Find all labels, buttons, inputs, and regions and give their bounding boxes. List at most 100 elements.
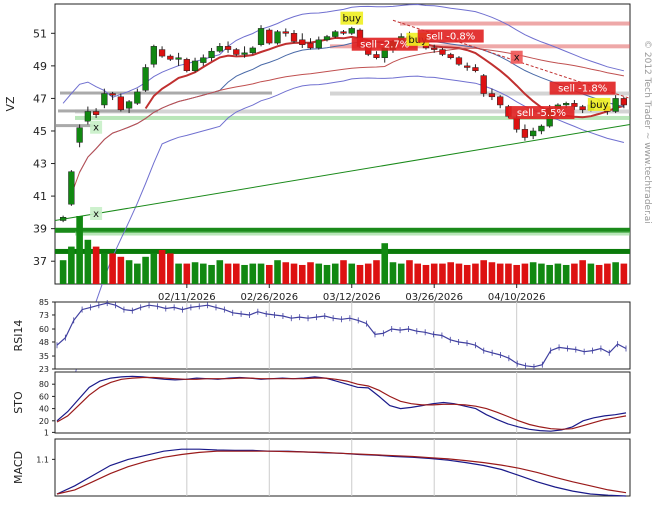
candle-body-0 [59, 217, 67, 221]
volume-bar-52 [488, 262, 496, 284]
panel-tick-label-1-3: 60 [39, 392, 49, 401]
candle-body-10 [142, 67, 149, 91]
volume-bar-12 [158, 250, 166, 284]
volume-bar-26 [274, 260, 281, 284]
date-tick-label-0: 02/11/2026 [158, 292, 216, 303]
candle-body-1 [68, 171, 75, 205]
axes: 37 39 41 43 45 47 49 51 VZ 02/11/2026 02/26/2026 03… [4, 27, 545, 303]
volume-bar-5 [101, 253, 108, 284]
candle-body-4 [92, 111, 100, 115]
indicator-panels: 23 35 48 60 73 85 RSI14 1 20 40 60 80 STO 1.1 MACD [12, 298, 631, 497]
panel-sto: 1 20 40 60 80 STO [12, 371, 631, 437]
candle-body-22 [241, 52, 248, 55]
candle-body-48 [455, 57, 463, 65]
candle-body-30 [307, 42, 314, 49]
signal-label-9: x [93, 209, 99, 220]
candle-body-7 [117, 96, 124, 111]
volume-bar-13 [167, 253, 174, 284]
volume-bar-38 [373, 260, 380, 284]
volume-bar-6 [109, 253, 116, 284]
volume-bar-41 [397, 263, 405, 284]
level-5 [55, 227, 630, 233]
candle-body-45 [431, 47, 438, 50]
candle-body-2 [76, 127, 83, 143]
volume-bar-1 [68, 246, 75, 284]
candle-body-24 [257, 28, 265, 45]
volume-bar-47 [447, 262, 455, 284]
volume-bar-17 [200, 263, 207, 284]
volume-bar-21 [232, 263, 240, 284]
panel-tick-label-0-5: 85 [39, 298, 49, 307]
volume-bar-50 [472, 263, 479, 284]
volume-bar-24 [257, 263, 265, 284]
candle-body-26 [274, 31, 281, 44]
volume-bar-15 [183, 263, 191, 284]
candle-body-8 [125, 101, 133, 109]
volume-bar-27 [282, 262, 290, 284]
volume-bar-54 [505, 263, 512, 284]
candle-body-25 [266, 29, 273, 44]
volume-bar-68 [620, 263, 628, 284]
candle-body-3 [84, 111, 91, 122]
candle-body-50 [472, 67, 479, 71]
ma-long-line [70, 47, 624, 195]
signal-box-4 [510, 50, 523, 64]
gray-level-1 [58, 109, 158, 113]
volume-bar-8 [125, 260, 133, 284]
panel-macd: 1.1 MACD [12, 438, 631, 497]
signal-label-1: sell -2.7% [360, 40, 409, 51]
level-2 [330, 91, 630, 96]
candle-body-52 [488, 93, 496, 98]
volume-bar-51 [480, 260, 487, 284]
volume-bar-30 [307, 262, 314, 284]
candle-body-9 [134, 91, 141, 104]
date-tick-label-2: 03/12/2026 [323, 292, 381, 303]
horizontal-levels [55, 21, 630, 254]
volume-bar-53 [496, 263, 504, 284]
signal-box-9 [90, 207, 103, 220]
volume-bar-61 [562, 264, 570, 284]
candle-body-62 [571, 103, 578, 107]
volume-bar-7 [117, 256, 125, 284]
candle-body-53 [497, 96, 504, 106]
signal-label-8: x [93, 123, 99, 134]
volume-bar-62 [571, 263, 578, 284]
panel-frame-0 [54, 301, 631, 370]
volume-bar-44 [422, 264, 430, 284]
volume-bar-60 [554, 263, 562, 284]
panel-tick-label-0-2: 48 [39, 338, 49, 347]
signal-label-0: buy [342, 14, 361, 25]
candle-body-56 [521, 129, 529, 138]
volume-bar-32 [323, 264, 331, 284]
signal-label-5: sell -1.8% [558, 84, 607, 95]
level-1 [330, 44, 630, 49]
volume-bar-11 [150, 253, 158, 284]
volume-bar-58 [538, 263, 545, 284]
candle-body-47 [447, 54, 454, 58]
panel-label-1: STO [12, 391, 25, 414]
volume-bar-31 [315, 263, 323, 284]
signal-box-1 [351, 37, 418, 51]
panel-frame-2 [54, 438, 631, 497]
signal-label-7: buy [590, 100, 609, 111]
volume-bar-48 [455, 263, 463, 284]
candle-body-68 [620, 98, 628, 106]
date-tick-label-4: 04/10/2026 [488, 292, 546, 303]
candle-body-67 [612, 98, 619, 112]
candle-body-35 [348, 28, 355, 34]
volume-bar-36 [356, 264, 364, 284]
candle-body-32 [323, 36, 331, 41]
candle-body-58 [538, 125, 545, 132]
candle-body-11 [150, 46, 157, 65]
panel-series-1-1 [56, 376, 627, 430]
candle-body-29 [299, 39, 306, 45]
price-axis-label: VZ [4, 96, 17, 112]
level-0 [400, 21, 630, 26]
price-tick-label-4: 45 [33, 125, 47, 138]
signal-box-3 [417, 29, 484, 43]
panel-tick-label-1-1: 20 [39, 417, 49, 426]
trend-line-green [54, 123, 631, 222]
panel-tick-label-1-4: 80 [39, 380, 49, 389]
panel-tick-label-0-0: 23 [39, 365, 49, 374]
